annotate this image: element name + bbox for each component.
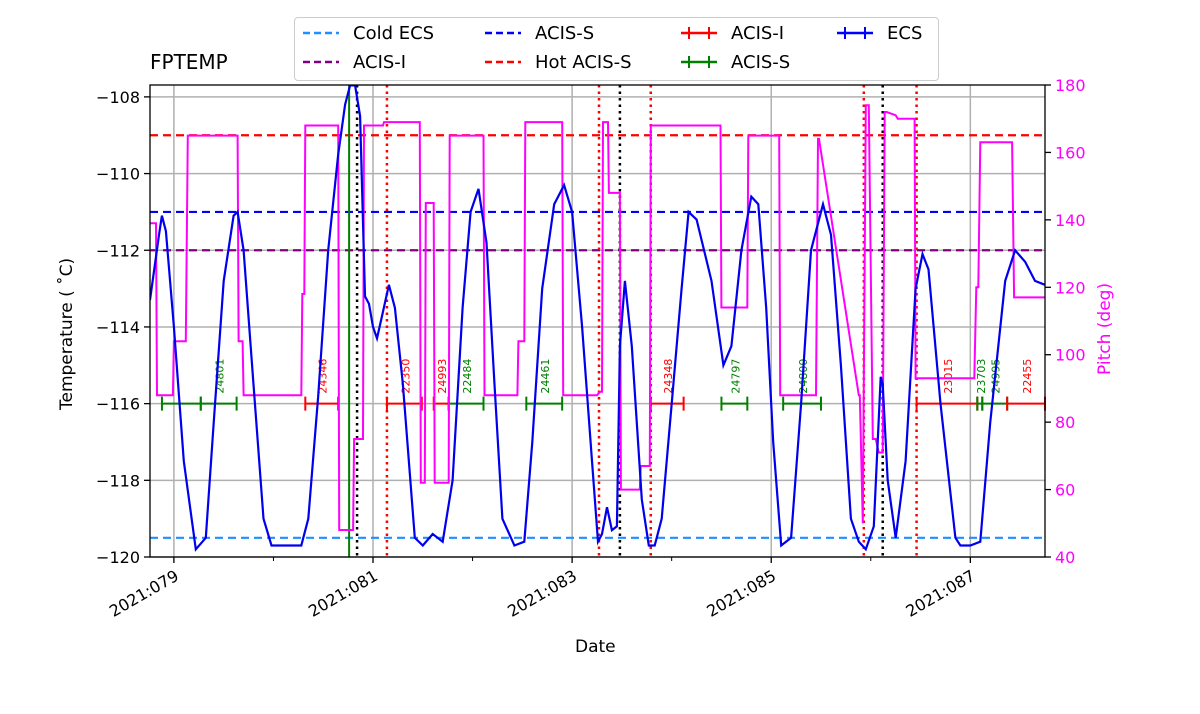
temperature-line <box>150 85 1045 552</box>
legend-item-hot-acis-s: Hot ACIS-S <box>483 50 632 74</box>
chart-title: FPTEMP <box>150 50 228 74</box>
reference-lines <box>150 134 1045 539</box>
grid-lines <box>150 85 1045 558</box>
y-tick-label: −120 <box>96 548 140 567</box>
right-y-axis-label: Pitch (deg) <box>1095 282 1115 375</box>
plot-frame <box>149 84 1046 558</box>
legend: Cold ECS ACIS-I ACIS-S Hot ACIS-S ACIS-I… <box>294 17 939 81</box>
right-y-axis-ticks: 40 60 80 100 120 140 160 180 <box>1045 76 1086 567</box>
obsid-label: 24348 <box>662 359 675 394</box>
obsid-label: 23015 <box>942 359 955 394</box>
x-axis-label: Date <box>575 637 616 657</box>
y2-tick-label: 40 <box>1055 548 1075 567</box>
obsid-label: 24461 <box>539 359 552 394</box>
y-tick-label: −110 <box>96 165 140 184</box>
dashed-line-icon <box>301 23 341 43</box>
dashed-line-icon <box>483 52 523 72</box>
obsid-label: 22484 <box>461 359 474 394</box>
y2-tick-label: 180 <box>1055 76 1086 95</box>
y2-tick-label: 120 <box>1055 278 1086 297</box>
y-tick-label: −116 <box>96 395 140 414</box>
x-tick-label: 2021:087 <box>902 566 978 621</box>
obsid-label: 22455 <box>1021 359 1034 394</box>
legend-item-acis-s-limit: ACIS-S <box>483 21 594 45</box>
y-tick-label: −112 <box>96 241 140 260</box>
x-axis-ticks: 2021:079 2021:081 2021:083 2021:085 2021:087 <box>106 557 978 621</box>
y-tick-label: −118 <box>96 471 140 490</box>
y2-tick-label: 80 <box>1055 413 1075 432</box>
left-y-axis-label: Temperature ( ˚C) <box>57 257 77 410</box>
errorbar-icon <box>679 52 719 72</box>
obsid-label: 24993 <box>436 359 449 394</box>
errorbar-icon <box>679 23 719 43</box>
y2-tick-label: 140 <box>1055 211 1086 230</box>
y-tick-label: −108 <box>96 88 140 107</box>
y2-tick-label: 60 <box>1055 481 1075 500</box>
legend-item-ecs-obs: ECS <box>835 21 922 45</box>
legend-item-cold-ecs: Cold ECS <box>301 21 434 45</box>
y2-tick-label: 160 <box>1055 143 1086 162</box>
dashed-line-icon <box>301 52 341 72</box>
obsid-label: 24797 <box>729 359 742 394</box>
dashed-line-icon <box>483 23 523 43</box>
legend-item-acis-s-obs: ACIS-S <box>679 50 790 74</box>
obsid-label: 23703 <box>975 359 988 394</box>
pitch-line <box>150 104 1045 531</box>
legend-item-acis-i-obs: ACIS-I <box>679 21 784 45</box>
x-tick-label: 2021:081 <box>305 566 381 621</box>
legend-item-acis-i-limit: ACIS-I <box>301 50 406 74</box>
x-tick-label: 2021:083 <box>504 566 580 621</box>
x-tick-label: 2021:079 <box>106 566 182 621</box>
left-y-axis-ticks: −120 −118 −116 −114 −112 −110 −108 <box>96 88 150 567</box>
y-tick-label: −114 <box>96 318 140 337</box>
y2-tick-label: 100 <box>1055 346 1086 365</box>
errorbar-icon <box>835 23 875 43</box>
x-tick-label: 2021:085 <box>703 566 779 621</box>
